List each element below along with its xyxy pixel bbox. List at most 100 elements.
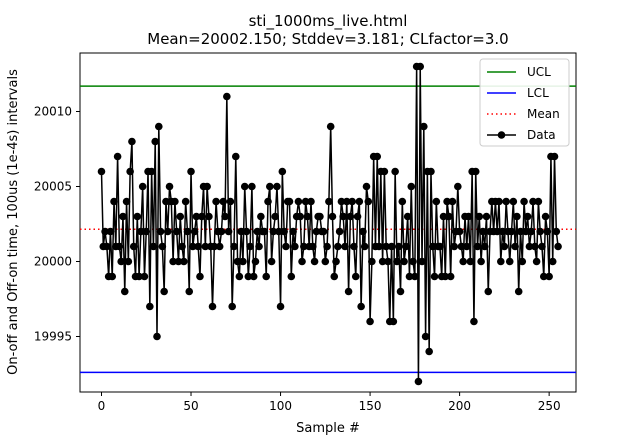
data-point xyxy=(210,242,219,251)
data-point xyxy=(514,287,523,296)
data-point xyxy=(455,227,464,236)
data-point xyxy=(169,257,177,266)
data-point xyxy=(518,257,527,266)
data-point xyxy=(360,242,369,251)
x-tick-label: 250 xyxy=(538,399,561,413)
data-point xyxy=(450,242,459,251)
data-point xyxy=(196,272,204,281)
data-point xyxy=(151,137,160,146)
data-point xyxy=(357,302,365,311)
data-point xyxy=(120,287,129,296)
data-point xyxy=(554,242,562,251)
legend-ucl-label: UCL xyxy=(527,65,551,79)
data-point xyxy=(158,242,167,251)
data-point xyxy=(441,272,450,281)
data-point xyxy=(394,242,403,251)
data-point xyxy=(237,227,245,236)
data-point xyxy=(321,257,330,266)
data-point xyxy=(278,167,287,176)
data-point xyxy=(307,197,315,206)
data-point xyxy=(430,272,439,281)
data-point xyxy=(323,242,331,251)
data-point xyxy=(103,242,111,251)
x-tick-label: 100 xyxy=(269,399,292,413)
data-point xyxy=(500,242,509,251)
data-point xyxy=(516,227,525,236)
data-point xyxy=(462,242,471,251)
data-point xyxy=(240,182,249,191)
data-point xyxy=(248,182,256,191)
data-point xyxy=(364,197,373,206)
data-point xyxy=(122,197,131,206)
data-point xyxy=(380,167,389,176)
data-point xyxy=(298,257,306,266)
data-point xyxy=(457,242,466,251)
data-point xyxy=(273,182,281,191)
x-tick-label: 150 xyxy=(359,399,382,413)
data-point xyxy=(266,182,274,191)
data-point xyxy=(428,242,437,251)
data-point xyxy=(482,212,491,221)
data-point xyxy=(378,257,387,266)
data-point xyxy=(124,257,133,266)
data-point xyxy=(244,272,253,281)
data-point xyxy=(436,242,444,251)
data-point xyxy=(301,197,310,206)
data-point xyxy=(532,257,541,266)
chart-title-line-2: Mean=20002.150; Stddev=3.181; CLfactor=3… xyxy=(147,30,508,48)
data-point xyxy=(507,227,516,236)
data-point xyxy=(520,197,528,206)
data-point xyxy=(226,197,235,206)
data-point xyxy=(242,227,251,236)
data-point xyxy=(448,197,457,206)
data-point xyxy=(160,287,168,296)
data-point xyxy=(282,242,290,251)
legend-mean-label: Mean xyxy=(527,107,560,121)
data-point xyxy=(425,347,433,356)
data-point xyxy=(101,227,109,236)
data-point xyxy=(269,227,278,236)
legend-lcl-label: LCL xyxy=(527,86,549,100)
data-point xyxy=(445,212,453,221)
data-point xyxy=(339,212,348,221)
chart-title-line-1: sti_1000ms_live.html xyxy=(249,12,408,31)
data-point xyxy=(189,242,197,251)
data-point xyxy=(97,167,106,176)
data-point xyxy=(251,257,260,266)
data-point xyxy=(119,212,127,221)
data-point xyxy=(312,227,321,236)
data-point xyxy=(142,227,151,236)
data-point xyxy=(337,197,346,206)
data-point xyxy=(205,212,213,221)
data-point xyxy=(398,197,407,206)
data-point xyxy=(113,152,122,161)
data-point xyxy=(181,197,190,206)
data-point xyxy=(446,272,455,281)
data-point xyxy=(253,227,262,236)
data-point xyxy=(146,302,154,311)
data-point xyxy=(271,212,279,221)
data-point xyxy=(192,212,201,221)
data-point xyxy=(332,257,340,266)
data-point xyxy=(502,197,510,206)
data-point xyxy=(418,257,426,266)
y-tick-label: 20000 xyxy=(34,255,72,269)
data-point xyxy=(353,212,362,221)
data-point xyxy=(475,212,484,221)
data-point xyxy=(224,227,233,236)
data-point xyxy=(334,242,342,251)
data-point xyxy=(174,257,183,266)
data-point xyxy=(260,227,269,236)
data-point xyxy=(190,227,199,236)
data-point xyxy=(162,197,170,206)
data-point xyxy=(215,242,224,251)
data-point xyxy=(396,287,405,296)
data-point xyxy=(387,242,396,251)
data-point xyxy=(296,212,305,221)
legend-data-label: Data xyxy=(527,128,556,142)
data-point xyxy=(233,257,242,266)
data-point xyxy=(319,227,328,236)
data-point xyxy=(454,182,462,191)
data-point xyxy=(513,212,521,221)
